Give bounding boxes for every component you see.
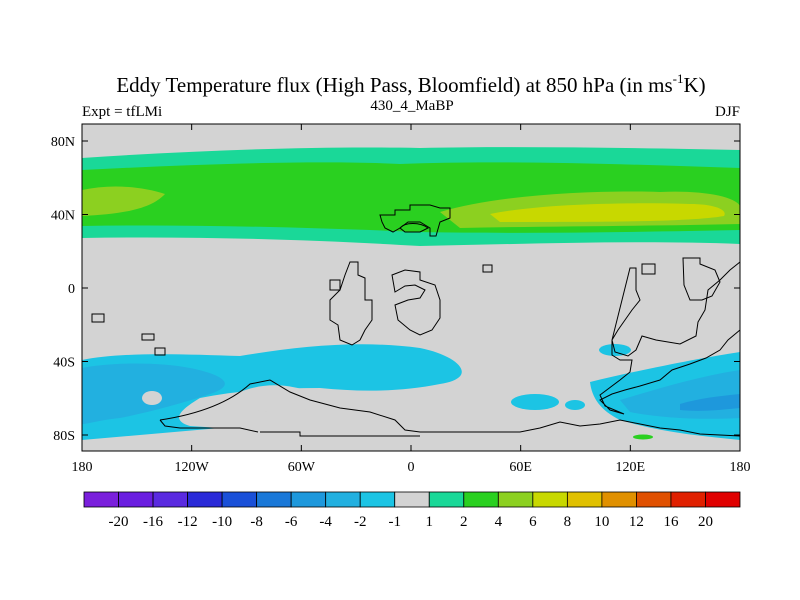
colorbar-swatch	[601, 491, 637, 508]
colorbar-label: -10	[212, 514, 232, 530]
title-tail: K)	[683, 73, 705, 97]
colorbar: -20 -16 -12 -10 -8 -6 -4 -2 -1 1 2 4 6 8 10 12 16 20	[83, 491, 741, 530]
colorbar-label: 4	[495, 514, 503, 530]
y-tick-label: 80S	[53, 429, 75, 444]
x-axis: 180 120W 60W 0 60E 120E 180	[72, 124, 751, 475]
coastline-island-1	[482, 264, 493, 273]
colorbar-label: 10	[594, 514, 609, 530]
colorbar-label: -6	[285, 514, 298, 530]
x-tick-label: 0	[408, 460, 415, 475]
colorbar-swatch	[118, 491, 154, 508]
map-plot-area	[82, 124, 740, 451]
antarctic-positive-patch	[633, 434, 653, 440]
subtitle-right: DJF	[715, 104, 740, 120]
title-main: Eddy Temperature flux (High Pass, Bloomf…	[116, 73, 672, 97]
y-tick-label: 40S	[53, 356, 75, 371]
colorbar-swatch	[290, 491, 327, 508]
colorbar-swatch	[325, 491, 361, 508]
colorbar-swatch	[497, 491, 534, 508]
x-tick-label: 180	[730, 460, 751, 475]
y-axis: 80N 40N 0 40S 80S	[51, 135, 740, 444]
coastline-west-island-3	[154, 347, 166, 356]
colorbar-swatch	[256, 491, 292, 508]
colorbar-label: 8	[564, 514, 572, 530]
sh-flux-band-blue-east	[680, 394, 740, 411]
sh-neutral-hole	[142, 391, 162, 405]
colorbar-label: -1	[388, 514, 401, 530]
colorbar-label: -4	[319, 514, 332, 530]
colorbar-label: -2	[354, 514, 367, 530]
colorbar-swatch	[636, 491, 672, 508]
colorbar-swatch	[705, 491, 741, 508]
sh-flux-patch-2	[565, 400, 585, 410]
coastline-west-island-2	[141, 333, 155, 341]
coastline-west-island	[91, 313, 105, 323]
y-tick-label: 0	[68, 282, 75, 297]
colorbar-swatch	[221, 491, 258, 508]
colorbar-swatch	[566, 491, 603, 508]
subtitle-left: Expt = tfLMi	[82, 104, 162, 120]
coastline-east-island	[641, 263, 656, 275]
coastline-east-continent	[599, 261, 740, 415]
antarctic-neutral-notch	[240, 385, 340, 412]
sh-flux-patch-1	[511, 394, 559, 410]
colorbar-label: 20	[698, 514, 713, 530]
coastline-north-africa-like	[329, 261, 373, 346]
x-tick-label: 60E	[509, 460, 532, 475]
colorbar-swatch	[428, 491, 465, 508]
colorbar-label: -16	[143, 514, 163, 530]
y-tick-label: 40N	[51, 209, 75, 224]
nh-flux-band-yellowgreen	[490, 203, 725, 222]
x-tick-label: 180	[72, 460, 93, 475]
colorbar-label: 6	[529, 514, 537, 530]
colorbar-label: -12	[178, 514, 198, 530]
subtitle-center: 430_4_MaBP	[370, 98, 453, 114]
colorbar-label: 12	[629, 514, 644, 530]
coastline-inner-bay	[399, 223, 429, 233]
coastline-hooked-landmass	[391, 269, 441, 336]
figure-title: Eddy Temperature flux (High Pass, Bloomf…	[116, 71, 705, 97]
x-tick-label: 60W	[288, 460, 316, 475]
colorbar-swatch	[152, 491, 188, 508]
title-superscript: -1	[673, 71, 684, 86]
colorbar-label: -8	[250, 514, 263, 530]
colorbar-swatch	[463, 491, 499, 508]
colorbar-swatch	[532, 491, 568, 508]
x-tick-label: 120E	[616, 460, 646, 475]
coastline-northeast	[682, 257, 721, 301]
colorbar-label: 2	[460, 514, 468, 530]
coastlines	[91, 204, 740, 437]
coastline-antarctica	[159, 379, 740, 437]
colorbar-swatch	[187, 491, 223, 508]
colorbar-swatch	[670, 491, 706, 508]
colorbar-label: -20	[109, 514, 129, 530]
colorbar-label: 16	[663, 514, 679, 530]
colorbar-label: 1	[426, 514, 434, 530]
nh-flux-band-lightgreen-west	[82, 186, 165, 216]
colorbar-swatch	[394, 491, 430, 508]
y-tick-label: 80N	[51, 135, 75, 150]
coastline-central-landmass	[379, 204, 451, 237]
x-tick-label: 120W	[175, 460, 210, 475]
coastline-island-2	[329, 279, 341, 291]
colorbar-swatch	[359, 491, 396, 508]
colorbar-swatch	[83, 491, 119, 508]
